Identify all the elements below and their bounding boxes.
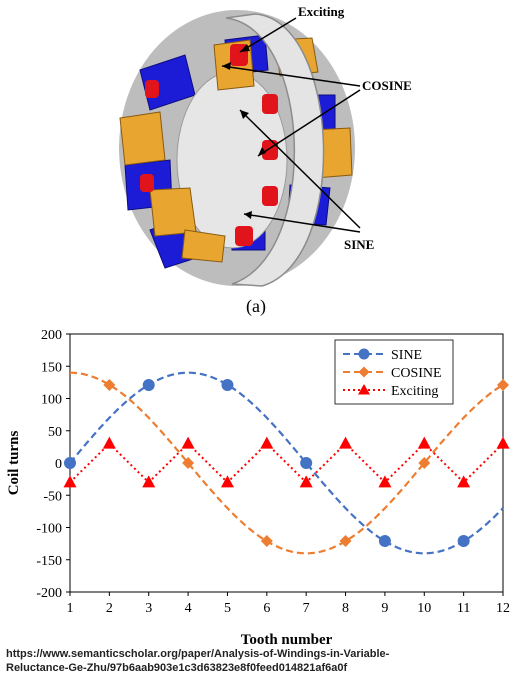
data-point (181, 436, 195, 449)
x-tick-label: 5 (224, 601, 231, 616)
data-point (339, 535, 352, 548)
y-tick-label: -50 (43, 489, 62, 504)
exciting-label: Exciting (298, 4, 345, 19)
series-line (69, 442, 504, 484)
data-point (102, 436, 116, 449)
data-point (457, 475, 471, 488)
x-tick-label: 7 (303, 601, 310, 616)
x-tick-label: 2 (106, 601, 113, 616)
sine-label: SINE (344, 237, 374, 252)
x-tick-label: 4 (185, 601, 192, 616)
legend-label: SINE (391, 348, 422, 363)
data-point (418, 457, 431, 469)
data-point (300, 457, 313, 469)
legend-marker (358, 384, 370, 395)
legend-marker (358, 366, 370, 378)
caption-a: (a) (246, 296, 266, 316)
x-tick-label: 8 (342, 601, 349, 616)
legend-item: SINE (343, 348, 422, 363)
data-point (378, 535, 391, 548)
data-point (378, 475, 392, 488)
x-axis-title: Tooth number (241, 632, 333, 648)
data-point (221, 378, 234, 391)
legend-item: COSINE (343, 366, 442, 381)
source-line-1: https://www.semanticscholar.org/paper/An… (6, 648, 390, 660)
data-point (142, 378, 155, 391)
series-line (70, 371, 504, 555)
cosine-arrow-1 (221, 65, 361, 87)
x-tick-label: 1 (67, 601, 74, 616)
data-point (260, 535, 273, 548)
legend-label: Exciting (391, 384, 438, 399)
y-tick-label: 150 (41, 360, 62, 375)
data-point (299, 475, 313, 488)
source-citation: https://www.semanticscholar.org/paper/An… (6, 647, 506, 675)
y-tick-label: 50 (48, 425, 62, 440)
x-tick-label: 9 (381, 601, 388, 616)
x-tick-label: 10 (417, 601, 431, 616)
y-tick-label: 100 (41, 393, 62, 408)
x-tick-label: 12 (496, 601, 510, 616)
x-tick-label: 11 (457, 601, 470, 616)
data-point (220, 475, 234, 488)
data-point (497, 378, 509, 391)
data-point (142, 475, 156, 488)
callout-heads (222, 44, 266, 219)
y-axis-title: Coil turns (6, 431, 22, 496)
data-point (260, 436, 274, 449)
data-point (63, 475, 77, 488)
y-tick-label: -200 (36, 586, 62, 601)
y-tick-label: -100 (36, 522, 62, 537)
data-point (182, 457, 195, 469)
callout-arrows (221, 17, 361, 233)
legend-marker (358, 348, 370, 360)
data-point (457, 535, 470, 548)
cosine-label: COSINE (362, 78, 412, 93)
series-cosine (70, 371, 509, 555)
sine-arrow-1 (239, 109, 361, 229)
data-point (417, 436, 431, 449)
source-line-2: Reluctance-Ge-Zhu/97b6aab903e1c3d63823e8… (6, 662, 348, 674)
stator-figure: Exciting COSINE SINE (119, 4, 412, 287)
y-tick-label: -150 (36, 554, 62, 569)
data-point (496, 436, 510, 449)
legend-label: COSINE (391, 366, 442, 381)
series-line (69, 371, 504, 555)
data-point (64, 457, 76, 469)
chart-series (63, 371, 510, 555)
sine-arrow-2 (243, 213, 361, 233)
stator-front-ring (225, 13, 325, 287)
series-sine (64, 371, 504, 555)
exciting-arrow (239, 17, 297, 53)
data-point (339, 436, 353, 449)
x-tick-label: 6 (263, 601, 270, 616)
y-tick-label: 0 (55, 457, 62, 472)
chart-legend: SINE COSINE Exciting (334, 339, 454, 405)
legend-item: Exciting (343, 384, 438, 399)
data-point (103, 378, 116, 391)
y-tick-label: 200 (41, 328, 62, 343)
x-tick-label: 3 (145, 601, 152, 616)
series-exciting (63, 436, 510, 488)
